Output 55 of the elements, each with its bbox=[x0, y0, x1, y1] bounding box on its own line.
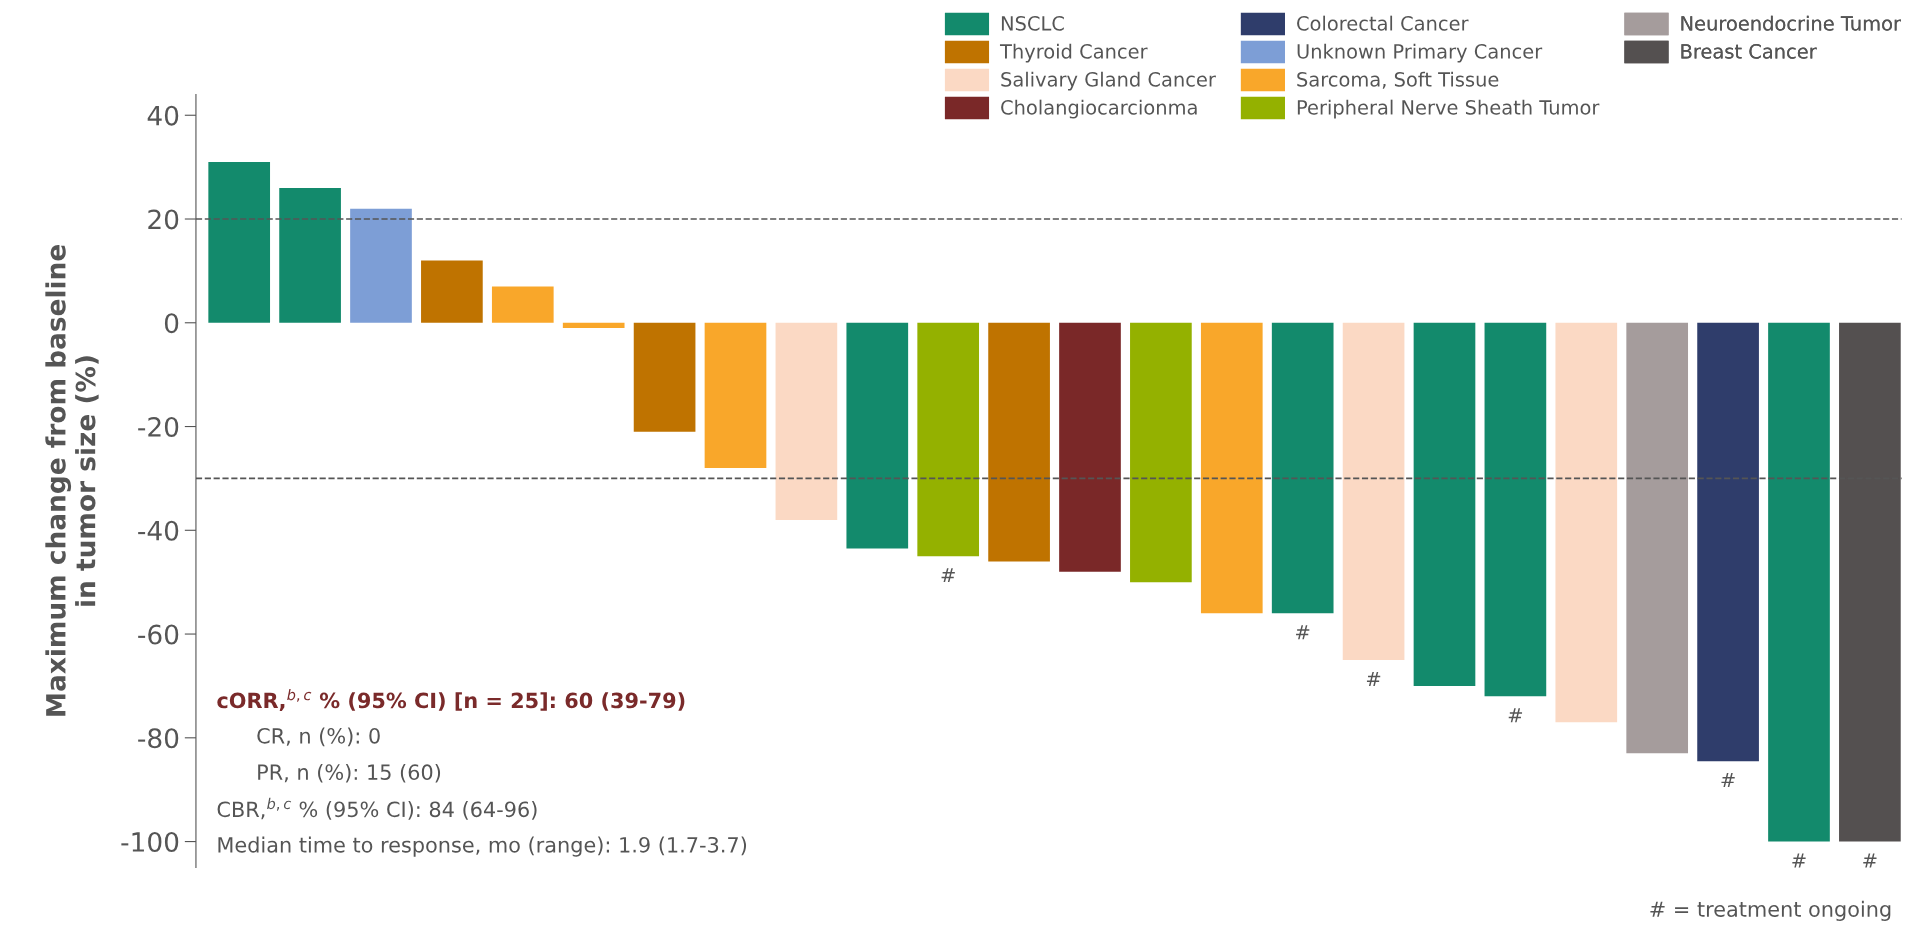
y-tick-label: 40 bbox=[147, 105, 179, 126]
y-tick-label: -20 bbox=[138, 416, 179, 437]
bar bbox=[1271, 322, 1334, 614]
bar bbox=[1555, 322, 1618, 723]
bar bbox=[1130, 322, 1192, 583]
y-tick-label: 0 bbox=[164, 313, 179, 334]
bar bbox=[633, 322, 696, 432]
bar bbox=[846, 322, 909, 549]
data-label: # bbox=[1508, 708, 1523, 723]
y-tick-label: -60 bbox=[138, 624, 179, 645]
bar bbox=[917, 322, 980, 557]
y-tick-label: -40 bbox=[138, 520, 179, 541]
y-tick-label: -100 bbox=[121, 832, 179, 852]
bar bbox=[1413, 322, 1476, 686]
data-label: # bbox=[941, 568, 955, 583]
y-tick-label: 20 bbox=[148, 209, 179, 230]
bar bbox=[208, 161, 271, 323]
annotation: Median time to response, mo (range): 1.9 (1.7-3.7) bbox=[218, 836, 747, 857]
bar bbox=[1342, 322, 1405, 660]
bar bbox=[562, 322, 625, 328]
bar bbox=[279, 187, 341, 323]
bar bbox=[1200, 322, 1263, 614]
y-tick-label: -80 bbox=[138, 728, 179, 749]
legend-label: Colorectal Cancer bbox=[1297, 15, 1469, 31]
bar bbox=[1626, 322, 1689, 754]
legend-label: NSCLC bbox=[1001, 16, 1064, 31]
legend-label: Sarcoma, Soft Tissue bbox=[1297, 71, 1499, 89]
legend-label: Peripheral Nerve Sheath Tumor bbox=[1297, 99, 1600, 119]
legend-label: Unknown Primary Cancer bbox=[1297, 43, 1543, 63]
data-label: # bbox=[1366, 671, 1381, 686]
legend-label: Breast Cancer bbox=[1681, 44, 1817, 59]
annotation: CBR,$^{b,c}$ % (95% CI): 84 (64-96) bbox=[217, 797, 537, 820]
legend-label: Cholangiocarcionma bbox=[1001, 99, 1197, 119]
bar bbox=[1059, 322, 1121, 572]
text: # = treatment ongoing bbox=[1650, 900, 1891, 921]
bar bbox=[988, 322, 1050, 562]
legend-label: Salivary Gland Cancer bbox=[1001, 71, 1216, 91]
bar bbox=[491, 286, 554, 323]
bar bbox=[1768, 322, 1830, 842]
bar bbox=[1697, 322, 1759, 762]
data-label: # bbox=[1792, 853, 1806, 868]
bar bbox=[775, 322, 838, 520]
bar bbox=[350, 208, 412, 323]
bar bbox=[704, 322, 767, 469]
annotation: PR, n (%): 15 (60) bbox=[258, 763, 441, 783]
data-label: # bbox=[1296, 625, 1310, 640]
y-axis-title: Maximum change from baseline in tumor size (%) bbox=[45, 245, 99, 716]
bar bbox=[1484, 322, 1547, 697]
annotation: CR, n (%): 0 bbox=[257, 727, 380, 747]
data-label: # bbox=[1863, 853, 1877, 868]
bar bbox=[421, 260, 483, 323]
legend-label: Neuroendocrine Tumor bbox=[1681, 15, 1901, 31]
data-label: # bbox=[1721, 773, 1735, 788]
annotation: cORR,$^{b,c}$ % (95% CI) [n = 25]: 60 (39-79) bbox=[217, 688, 685, 711]
legend-label: Thyroid Cancer bbox=[999, 43, 1148, 63]
